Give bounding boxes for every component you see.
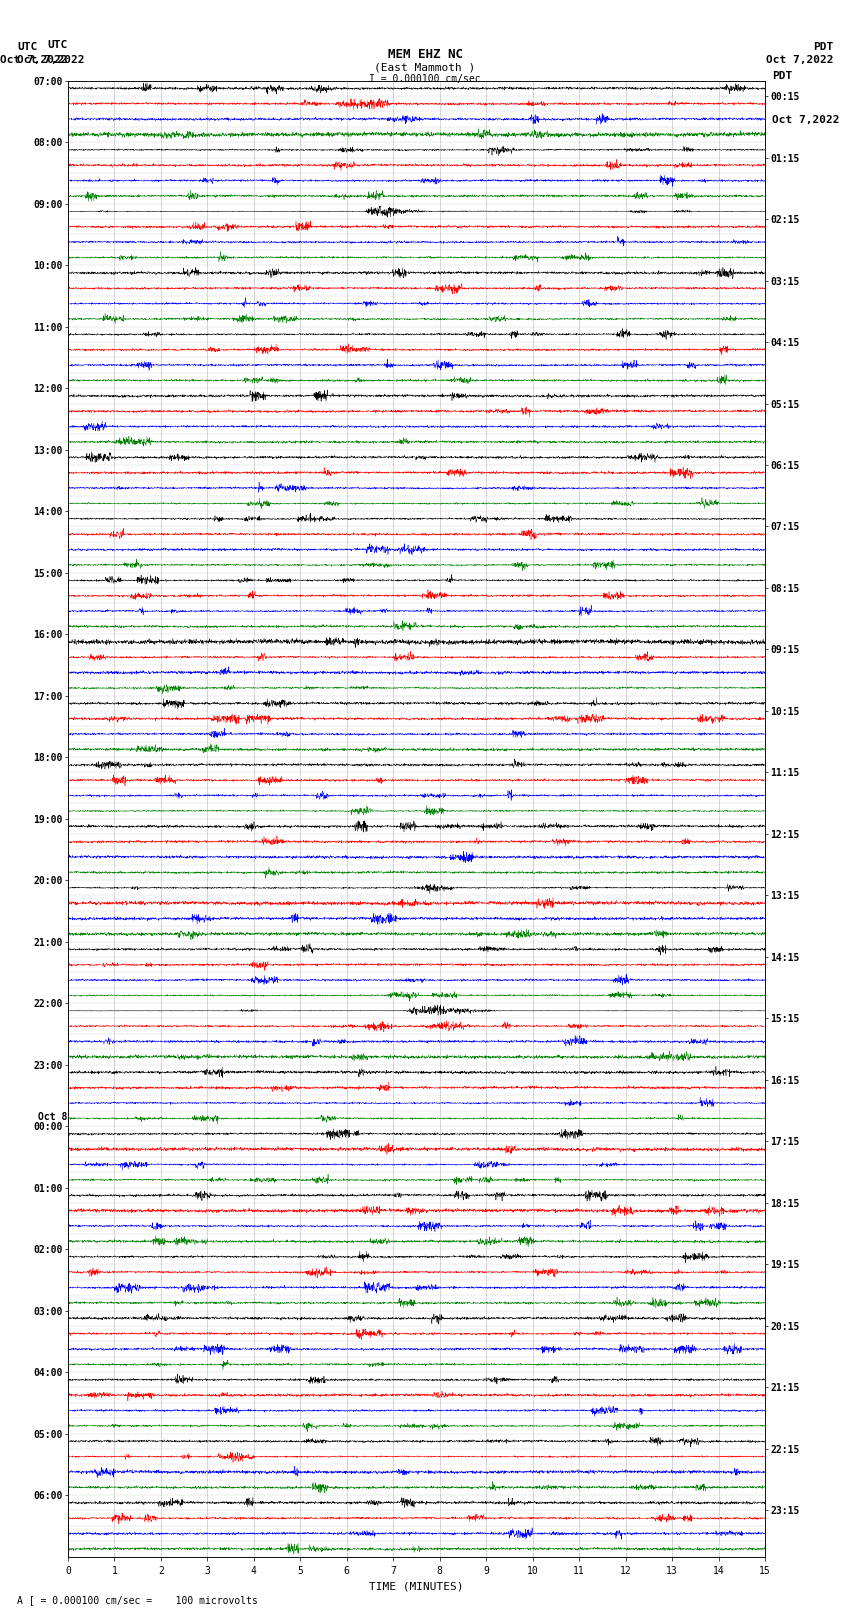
Text: Oct 7,2022: Oct 7,2022 (0, 55, 67, 65)
Text: MEM EHZ NC: MEM EHZ NC (388, 48, 462, 61)
Text: PDT: PDT (772, 71, 792, 81)
Text: Oct 7,2022: Oct 7,2022 (772, 115, 840, 124)
Text: A [ = 0.000100 cm/sec =    100 microvolts: A [ = 0.000100 cm/sec = 100 microvolts (17, 1595, 258, 1605)
Text: Oct 7,2022: Oct 7,2022 (766, 55, 833, 65)
Text: (East Mammoth ): (East Mammoth ) (374, 63, 476, 73)
Text: PDT: PDT (813, 42, 833, 52)
Text: Oct 7,2022: Oct 7,2022 (17, 55, 84, 65)
Text: I = 0.000100 cm/sec: I = 0.000100 cm/sec (369, 74, 481, 84)
Text: UTC: UTC (48, 40, 67, 50)
Text: Oct 8: Oct 8 (38, 1111, 67, 1123)
X-axis label: TIME (MINUTES): TIME (MINUTES) (369, 1581, 464, 1590)
Text: UTC: UTC (17, 42, 37, 52)
